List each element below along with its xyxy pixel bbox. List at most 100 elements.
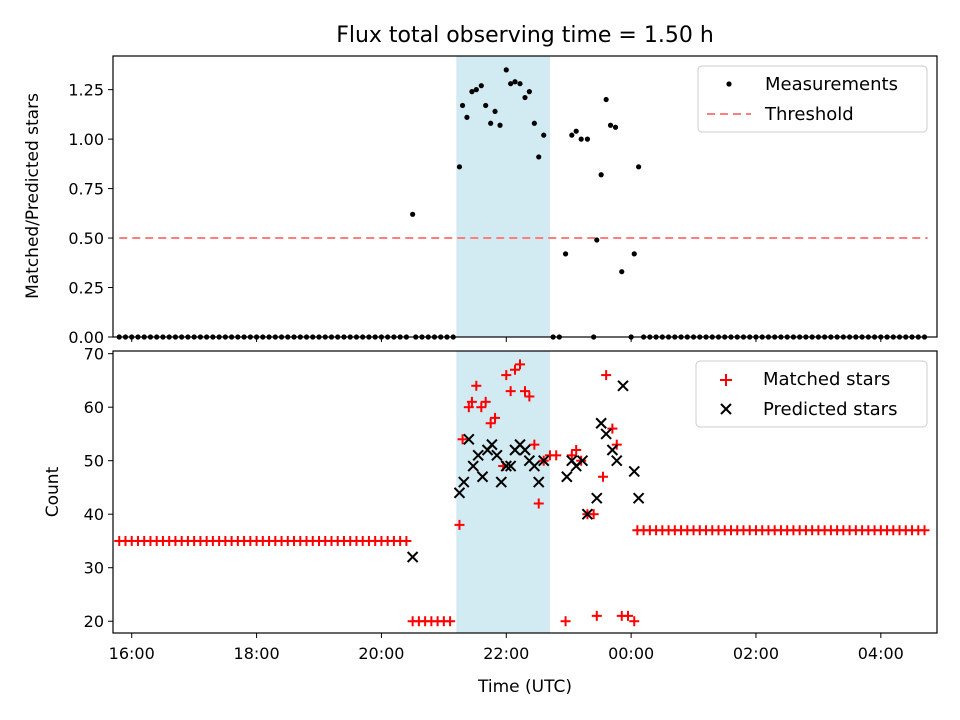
- matched-star-point: [445, 616, 456, 627]
- predicted-star-point: [617, 380, 629, 392]
- ratio-y-tick-label: 0.00: [68, 328, 104, 347]
- predicted-star-point: [519, 444, 531, 456]
- measurement-point: [584, 136, 591, 142]
- measurement-point: [517, 81, 523, 87]
- ratio-plot-frame: [112, 55, 938, 338]
- measurement-point: [536, 154, 542, 160]
- matched-star-point: [510, 364, 521, 375]
- legend-threshold-label: Threshold: [764, 104, 854, 125]
- matched-star-point: [551, 450, 562, 461]
- matched-star-point: [454, 519, 465, 530]
- measurement-point: [522, 94, 528, 101]
- predicted-star-point: [495, 476, 507, 488]
- measurement-point: [488, 120, 494, 126]
- measurement-point: [410, 211, 416, 217]
- measurement-point: [503, 67, 509, 73]
- ratio-panel: 0.00 0.25 0.50 0.75 1.00 1.25 Matched/Predict…: [23, 55, 938, 347]
- predicted-star-point: [632, 492, 645, 504]
- measurement-point: [612, 124, 619, 130]
- matched-star-point: [533, 498, 544, 509]
- ratio-legend: Measurements Threshold: [697, 65, 928, 133]
- chart-title: Flux total observing time = 1.50 h: [336, 23, 714, 48]
- predicted-star-point: [606, 444, 619, 456]
- matched-star-point: [571, 444, 582, 455]
- x-axis-label: Time (UTC): [477, 677, 572, 697]
- matched-star-point: [520, 386, 530, 397]
- predicted-star-point: [472, 449, 484, 462]
- ratio-y-tick-label: 0.25: [68, 279, 104, 298]
- measurement-point: [541, 132, 547, 138]
- predicted-star-point: [528, 460, 541, 472]
- predicted-star-point: [504, 460, 517, 472]
- measurement-point: [636, 164, 642, 170]
- matched-star-point: [607, 423, 618, 434]
- measurement-point: [459, 102, 466, 109]
- predicted-star-point: [595, 417, 607, 429]
- count-panel: 20 30 40 50 60 70 16:00 18:00 20:00 22:00 00:00 02:…: [43, 345, 938, 697]
- matched-star-point: [524, 391, 535, 402]
- measurement-point: [578, 136, 584, 142]
- measurement-point: [531, 120, 537, 126]
- predicted-star-point: [467, 460, 479, 472]
- measurement-point: [619, 269, 625, 275]
- count-shaded-region: [456, 351, 550, 633]
- measurement-point: [483, 102, 489, 109]
- matched-star-point: [529, 439, 540, 450]
- x-tick-label: 02:00: [733, 644, 779, 663]
- measurement-point: [508, 81, 514, 87]
- x-tick-label: 22:00: [483, 644, 529, 663]
- predicted-star-point: [458, 476, 470, 488]
- measurement-point: [456, 164, 463, 170]
- matched-star-point: [463, 402, 474, 413]
- measurement-point: [603, 96, 609, 103]
- measurement-point: [573, 128, 579, 134]
- predicted-star-point: [600, 428, 612, 440]
- matched-star-point: [588, 509, 599, 520]
- count-legend: Matched stars Predicted stars: [695, 360, 928, 428]
- predicted-star-point: [406, 551, 419, 563]
- measurement-point: [607, 122, 614, 128]
- count-y-tick-label: 50: [84, 452, 104, 471]
- count-y-tick-label: 60: [84, 398, 104, 417]
- measurement-point: [594, 237, 600, 243]
- matched-star-point: [505, 386, 516, 397]
- measurement-point: [492, 108, 498, 115]
- matched-star-point: [515, 359, 526, 370]
- ratio-y-tick-label: 0.75: [68, 180, 104, 199]
- measurement-point: [562, 251, 569, 257]
- matched-star-point: [501, 370, 512, 381]
- matched-star-point: [919, 525, 930, 536]
- legend-predicted-label: Predicted stars: [763, 399, 897, 420]
- measurement-point: [469, 89, 475, 95]
- matched-star-point: [629, 616, 640, 627]
- count-y-tick-label: 70: [84, 345, 104, 364]
- x-tick-label: 00:00: [608, 644, 654, 663]
- ratio-y-tick-label: 0.50: [68, 229, 104, 248]
- count-plot-frame: [112, 350, 938, 634]
- measurement-point: [464, 114, 470, 120]
- predicted-star-point: [486, 438, 498, 451]
- measurement-point: [631, 251, 637, 257]
- legend-predicted-marker: [720, 403, 732, 415]
- legend-measurements-label: Measurements: [765, 74, 898, 95]
- measurement-point: [569, 132, 575, 138]
- matched-star-point: [401, 535, 412, 546]
- ratio-shaded-region: [456, 56, 550, 337]
- measurement-point: [473, 87, 479, 93]
- predicted-star-point: [591, 492, 603, 504]
- matched-star-point: [480, 396, 491, 407]
- legend-matched-marker: [720, 374, 732, 386]
- matched-star-point: [457, 434, 468, 445]
- predicted-star-point: [581, 508, 594, 520]
- predicted-star-point: [561, 471, 573, 483]
- predicted-star-point: [463, 433, 475, 445]
- measurement-point: [512, 79, 518, 85]
- measurement-point: [497, 122, 503, 128]
- legend-matched-label: Matched stars: [763, 369, 890, 390]
- matched-star-point: [485, 418, 496, 429]
- x-tick-label: 20:00: [358, 644, 404, 663]
- predicted-star-point: [500, 460, 512, 472]
- x-tick-label: 16:00: [109, 644, 155, 663]
- predicted-star-point: [453, 487, 466, 499]
